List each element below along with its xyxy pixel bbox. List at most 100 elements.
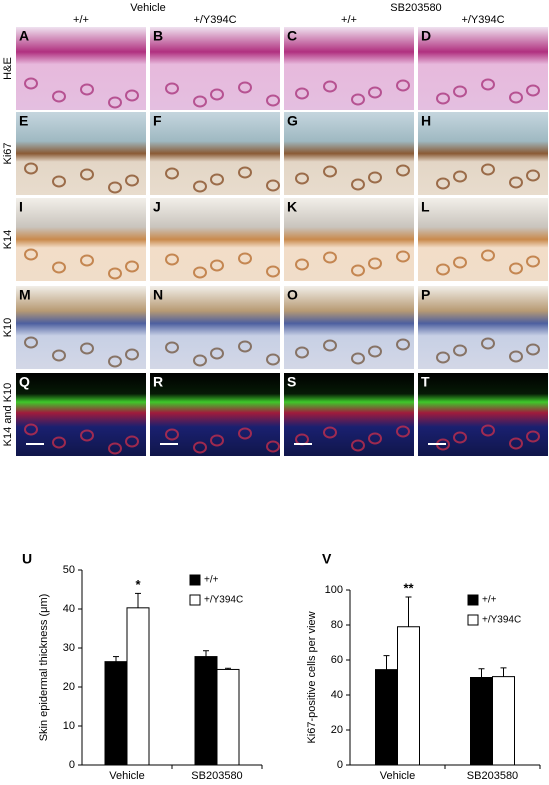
significance: * <box>135 577 141 592</box>
structure <box>295 172 309 185</box>
micrograph <box>418 286 548 369</box>
structure <box>295 258 309 271</box>
structure <box>509 91 523 104</box>
structure <box>266 440 280 453</box>
legend-swatch <box>189 574 201 586</box>
structure <box>323 426 337 439</box>
bar <box>126 607 150 766</box>
structure <box>351 439 365 452</box>
panel-letter: U <box>22 551 32 567</box>
structure <box>80 429 94 442</box>
structure <box>481 78 495 91</box>
bar <box>375 669 398 766</box>
structure <box>210 434 224 447</box>
structure <box>396 164 410 177</box>
y-tick-label: 100 <box>325 584 343 596</box>
structure <box>238 340 252 353</box>
micrograph <box>16 373 146 456</box>
structure <box>526 255 540 268</box>
micrograph <box>16 198 146 281</box>
structure <box>509 176 523 189</box>
structure <box>481 163 495 176</box>
panel-letter: S <box>287 374 296 390</box>
structure <box>368 345 382 358</box>
structure <box>193 266 207 279</box>
structure <box>481 424 495 437</box>
structure <box>509 350 523 363</box>
y-tick-label: 0 <box>69 759 75 771</box>
legend-label: +/+ <box>204 575 219 586</box>
panel-letter: E <box>19 113 28 129</box>
panel-letter: K <box>287 199 297 215</box>
structure <box>266 179 280 192</box>
panel-letter: G <box>287 113 298 129</box>
legend-swatch <box>467 594 479 606</box>
structure <box>108 442 122 455</box>
panel-letter: B <box>153 28 163 44</box>
structure <box>80 254 94 267</box>
x-tick-label: SB203580 <box>467 770 518 782</box>
micrograph <box>418 112 548 195</box>
y-tick-label: 20 <box>63 681 75 693</box>
y-tick-label: 40 <box>63 603 75 615</box>
bar <box>470 677 493 766</box>
panel-letter: F <box>153 113 162 129</box>
panel-letter: A <box>19 28 29 44</box>
y-tick-label: 50 <box>63 564 75 576</box>
structure <box>453 256 467 269</box>
structure <box>509 262 523 275</box>
x-tick-label: Vehicle <box>109 770 144 782</box>
structure <box>193 354 207 367</box>
panel-letter: M <box>19 287 31 303</box>
structure <box>266 265 280 278</box>
structure <box>52 261 66 274</box>
structure <box>351 264 365 277</box>
bar <box>104 661 128 766</box>
x-tick-label: SB203580 <box>191 770 242 782</box>
structure <box>526 169 540 182</box>
structure <box>323 251 337 264</box>
structure <box>193 441 207 454</box>
micrograph <box>150 198 280 281</box>
panel-letter: L <box>421 199 430 215</box>
column-label: +/+ <box>341 14 357 26</box>
structure <box>210 88 224 101</box>
y-tick-label: 30 <box>63 642 75 654</box>
structure <box>210 259 224 272</box>
legend-label: +/Y394C <box>482 615 521 626</box>
micrograph <box>150 27 280 110</box>
row-label: K10 <box>2 318 14 338</box>
panel-letter: D <box>421 28 431 44</box>
structure <box>238 81 252 94</box>
structure <box>323 80 337 93</box>
structure <box>108 181 122 194</box>
structure <box>453 85 467 98</box>
structure <box>368 432 382 445</box>
y-tick-label: 60 <box>331 654 343 666</box>
structure <box>436 92 450 105</box>
structure <box>210 347 224 360</box>
panel-letter: R <box>153 374 163 390</box>
panel-letter: N <box>153 287 163 303</box>
panel-letter: O <box>287 287 298 303</box>
structure <box>238 166 252 179</box>
structure <box>80 168 94 181</box>
panel-letter: Q <box>19 374 30 390</box>
panel-letter: T <box>421 374 430 390</box>
structure <box>108 267 122 280</box>
structure <box>24 162 38 175</box>
structure <box>52 90 66 103</box>
micrograph <box>16 112 146 195</box>
structure <box>125 348 139 361</box>
structure <box>238 252 252 265</box>
micrograph <box>150 373 280 456</box>
legend-label: +/+ <box>482 595 497 606</box>
structure <box>80 342 94 355</box>
structure <box>368 171 382 184</box>
structure <box>24 248 38 261</box>
structure <box>165 428 179 441</box>
panel-letter: P <box>421 287 430 303</box>
micrograph <box>150 286 280 369</box>
structure <box>323 339 337 352</box>
structure <box>481 249 495 262</box>
